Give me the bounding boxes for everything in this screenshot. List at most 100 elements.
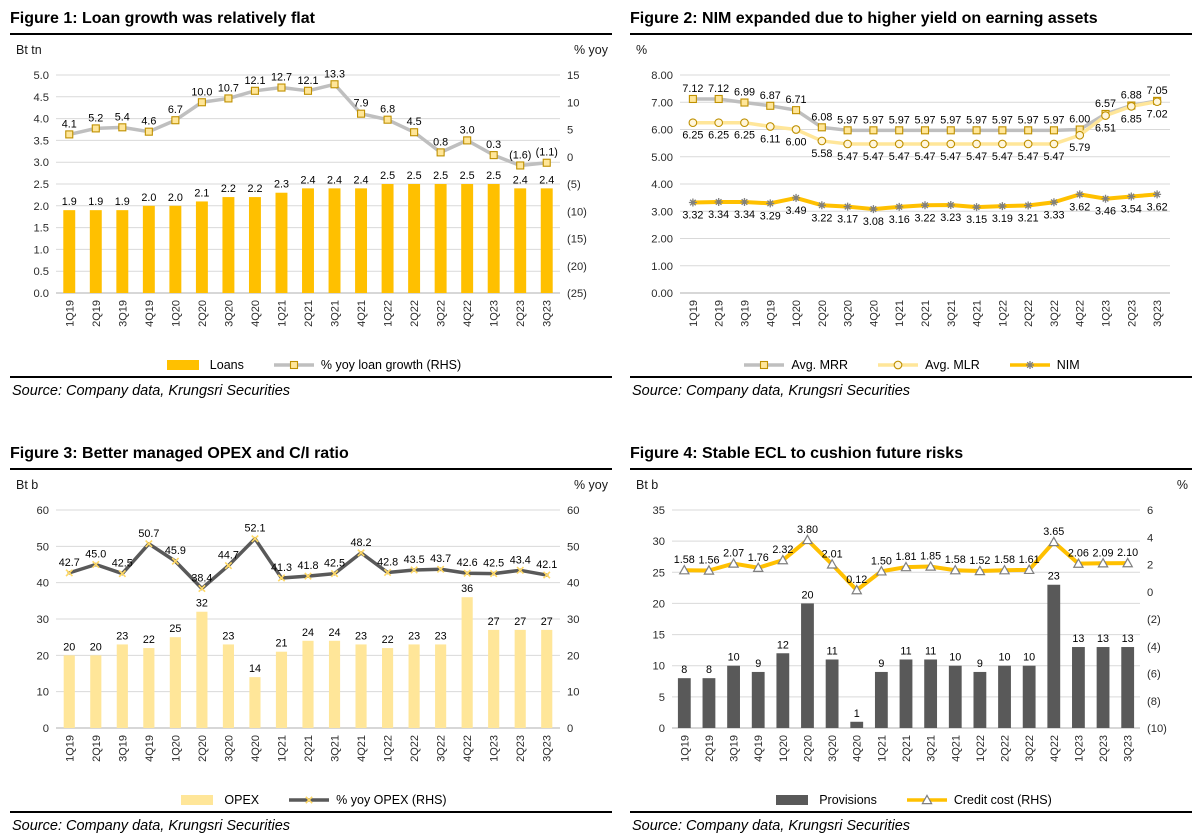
bar-labels: 20 20 23 22 25 32 23 14 21 24 24 23 22 23 23 36 27 27 27: [63, 583, 552, 675]
svg-text:1Q23: 1Q23: [489, 735, 501, 762]
svg-text:(4): (4): [1147, 641, 1161, 653]
svg-text:(5): (5): [567, 179, 581, 191]
axis-tick-labels: 60 50 40 30 20 10 0 60 50 40 30 20 10 0: [37, 505, 580, 735]
svg-text:48.2: 48.2: [351, 537, 372, 549]
svg-text:0.00: 0.00: [651, 288, 673, 300]
svg-text:(10): (10): [567, 206, 587, 218]
svg-text:12.1: 12.1: [244, 74, 265, 86]
svg-text:12.1: 12.1: [297, 74, 318, 86]
bar: [89, 209, 102, 293]
svg-text:3.34: 3.34: [734, 209, 755, 221]
svg-text:2Q19: 2Q19: [704, 735, 716, 762]
axis-tick-labels: 8.00 7.00 6.00 5.00 4.00 3.00 2.00 1.00 0.00: [651, 70, 673, 300]
x-category-labels: 1Q19 2Q19 3Q19 4Q19 1Q20 2Q20 3Q20 4Q20 1Q21 2Q21…: [64, 735, 553, 762]
figure-3-chart: 60 50 40 30 20 10 0 60 50 40 30 20 10 0 20 20 23 22 25 32 23…: [37, 505, 580, 762]
legend-bar-swatch: [181, 794, 214, 805]
svg-text:10: 10: [949, 651, 961, 663]
line-NIM: [688, 189, 1162, 213]
bar: [355, 187, 368, 293]
svg-text:10: 10: [728, 651, 740, 663]
svg-text:3Q19: 3Q19: [117, 300, 129, 327]
svg-text:1Q21: 1Q21: [276, 300, 288, 327]
x-category-labels: 1Q19 2Q19 3Q19 4Q19 1Q20 2Q20 3Q20 4Q20 1Q21 2Q21…: [64, 300, 553, 327]
svg-text:2: 2: [1147, 559, 1153, 571]
bar: [514, 187, 527, 293]
svg-text:3.33: 3.33: [1043, 209, 1064, 221]
x-category-labels: 1Q19 2Q19 3Q19 4Q19 1Q20 2Q20 3Q20 4Q20 1Q21 2Q21…: [679, 735, 1134, 762]
svg-text:42.1: 42.1: [536, 559, 557, 571]
bar: [222, 644, 234, 728]
svg-text:50: 50: [567, 541, 579, 553]
svg-text:2Q23: 2Q23: [1126, 300, 1138, 327]
svg-text:22: 22: [143, 634, 155, 646]
svg-text:3Q22: 3Q22: [1049, 300, 1061, 327]
svg-text:0.0: 0.0: [33, 288, 49, 300]
svg-text:10: 10: [37, 686, 49, 698]
svg-text:25: 25: [169, 623, 181, 635]
svg-text:5.0: 5.0: [33, 70, 49, 82]
svg-text:2.5: 2.5: [407, 170, 422, 182]
figure-4-right-unit: %: [1176, 477, 1188, 492]
svg-text:42.5: 42.5: [112, 557, 133, 569]
line-labels-NIM: 3.32 3.34 3.34 3.29 3.49 3.22 3.17 3.08 3.16 3.22…: [682, 201, 1167, 228]
svg-text:6: 6: [1147, 505, 1153, 517]
svg-text:1.52: 1.52: [969, 555, 990, 567]
figure-3-source: Source: Company data, Krungsri Securitie…: [10, 810, 612, 835]
svg-text:23: 23: [222, 630, 234, 642]
svg-text:50: 50: [37, 541, 49, 553]
svg-text:3Q20: 3Q20: [223, 300, 235, 327]
svg-text:20: 20: [37, 650, 49, 662]
figure-4-title-text: Figure 4: Stable ECL to cushion future r…: [630, 445, 964, 463]
svg-text:1Q23: 1Q23: [489, 300, 501, 327]
svg-text:8: 8: [706, 664, 712, 676]
svg-text:(25): (25): [567, 288, 587, 300]
svg-text:23: 23: [1048, 570, 1060, 582]
svg-text:4Q20: 4Q20: [250, 735, 262, 762]
svg-text:3Q19: 3Q19: [739, 300, 751, 327]
svg-text:3Q20: 3Q20: [843, 300, 855, 327]
svg-text:4.0: 4.0: [33, 113, 49, 125]
svg-text:4Q22: 4Q22: [462, 300, 474, 327]
bar: [63, 209, 76, 293]
figure-2-legend: Avg. MRR Avg. MLR NIM: [630, 354, 1192, 376]
bar: [302, 187, 314, 293]
svg-text:6.00: 6.00: [1069, 113, 1090, 125]
bar: [143, 647, 155, 728]
bar: [1047, 584, 1061, 728]
svg-text:3.29: 3.29: [760, 210, 781, 222]
svg-text:4Q19: 4Q19: [144, 300, 156, 327]
svg-text:20: 20: [63, 641, 75, 653]
svg-text:3.49: 3.49: [786, 204, 807, 216]
svg-text:3.34: 3.34: [708, 209, 729, 221]
figure-2-panel: Figure 2: NIM expanded due to higher yie…: [630, 8, 1192, 415]
figure-grid: Figure 1: Loan growth was relatively fla…: [10, 8, 1192, 835]
line-labels-Avg. MRR: 7.12 7.12 6.99 6.87 6.71 6.08 5.97 5.97 5.97 5.97…: [682, 83, 1167, 126]
svg-text:13: 13: [1072, 633, 1084, 645]
bar: [275, 651, 288, 728]
legend-item: Loans: [161, 358, 244, 372]
line-labels-Avg. MLR: 6.25 6.25 6.25 6.11 6.00 5.58 5.47 5.47 5.47 5.47…: [682, 108, 1167, 162]
svg-text:2.5: 2.5: [486, 170, 501, 182]
svg-text:1.9: 1.9: [62, 196, 77, 208]
svg-text:3Q19: 3Q19: [117, 735, 129, 762]
svg-text:7.02: 7.02: [1147, 108, 1168, 120]
svg-text:6.00: 6.00: [786, 136, 807, 148]
svg-text:4Q20: 4Q20: [868, 300, 880, 327]
svg-text:9: 9: [878, 658, 884, 670]
svg-text:3.62: 3.62: [1147, 201, 1168, 213]
svg-text:25: 25: [653, 567, 665, 579]
svg-text:2Q22: 2Q22: [409, 300, 421, 327]
bar: [90, 655, 102, 728]
svg-text:4Q21: 4Q21: [356, 735, 368, 762]
svg-text:1.00: 1.00: [651, 260, 673, 272]
svg-text:1.81: 1.81: [895, 551, 916, 563]
svg-text:1: 1: [854, 707, 860, 719]
svg-text:20: 20: [653, 598, 665, 610]
bar: [169, 636, 181, 728]
svg-text:2.09: 2.09: [1093, 547, 1114, 559]
svg-text:44.7: 44.7: [218, 549, 239, 561]
svg-text:1Q22: 1Q22: [997, 300, 1009, 327]
legend-item: OPEX: [175, 793, 259, 807]
